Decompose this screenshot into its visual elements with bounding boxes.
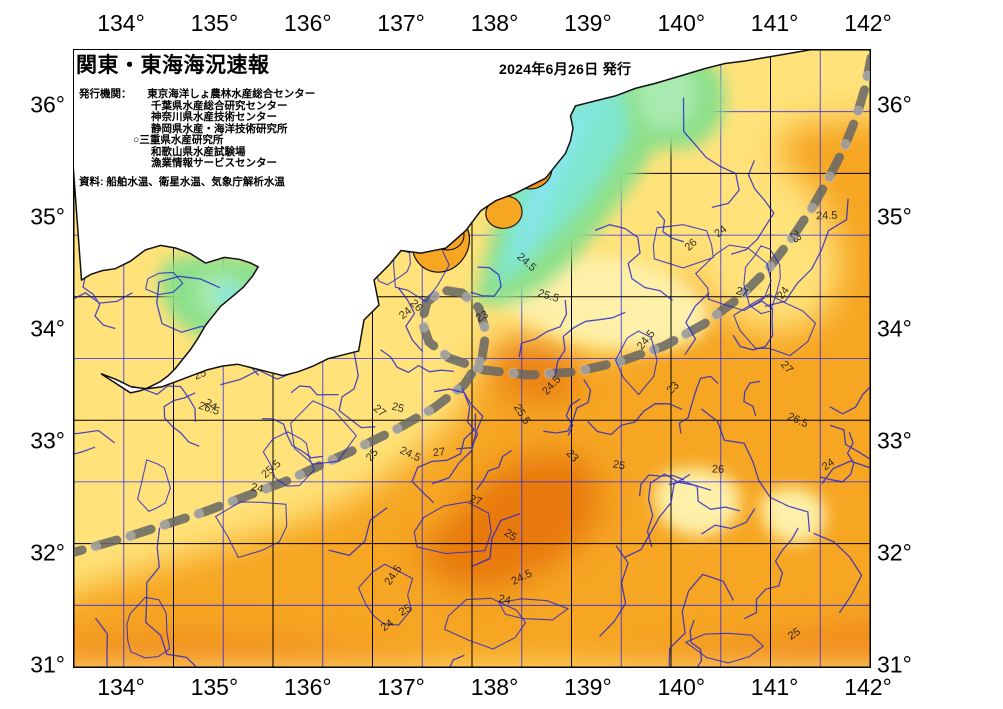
svg-text:24: 24 (250, 481, 264, 495)
svg-text:25: 25 (612, 458, 626, 472)
svg-text:24.5: 24.5 (816, 210, 838, 223)
svg-text:27: 27 (432, 446, 445, 459)
svg-text:26: 26 (712, 463, 725, 475)
svg-text:24: 24 (497, 593, 511, 607)
